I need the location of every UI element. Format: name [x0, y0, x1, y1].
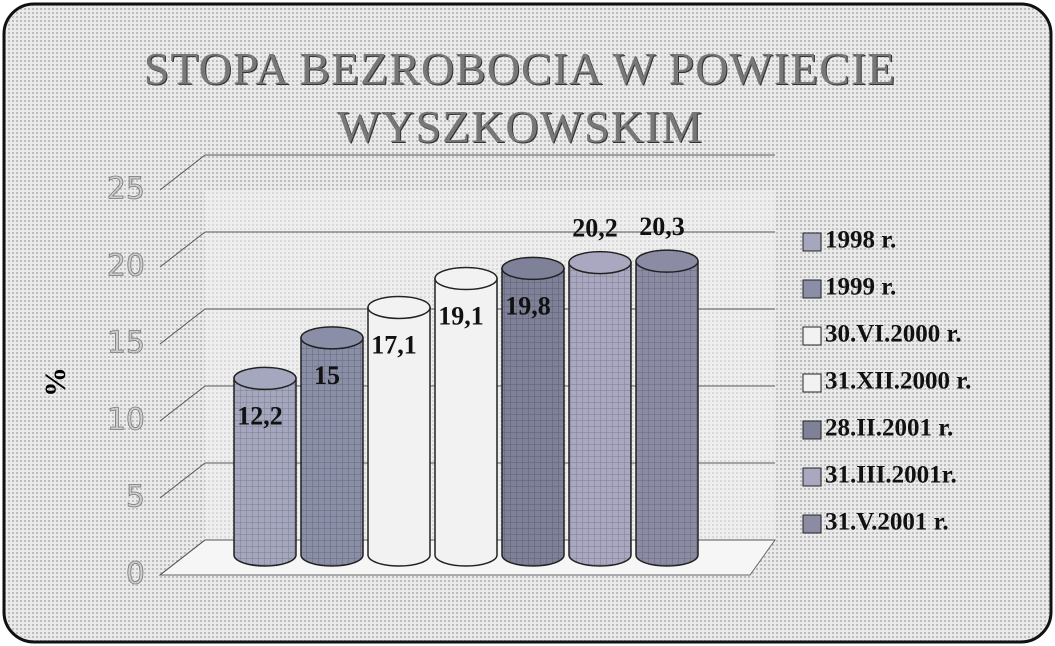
y-tick-label: 25	[107, 172, 145, 207]
grid-line	[159, 308, 206, 345]
legend-swatch	[802, 420, 822, 440]
cylinder-top	[434, 266, 498, 291]
y-tick-label: 10	[107, 403, 145, 438]
value-label: 20,2	[572, 214, 618, 243]
cylinder	[434, 277, 498, 567]
grid-line	[159, 231, 206, 268]
cylinder-texture	[502, 268, 564, 566]
legend-swatch	[802, 326, 822, 346]
value-label: 17,1	[371, 330, 417, 359]
value-label: 19,1	[438, 301, 484, 330]
value-label: 19,8	[505, 291, 551, 320]
chart-title: STOPA BEZROBOCIA W POWIECIE WYSZKOWSKIM	[143, 43, 897, 152]
cylinder-top	[501, 256, 565, 281]
cylinder-top	[568, 250, 632, 275]
value-label: 15	[314, 361, 340, 390]
legend-label: 31.XII.2000 r.	[825, 368, 971, 395]
cylinder-top	[635, 249, 699, 273]
legend-swatch	[802, 279, 822, 299]
legend-swatch	[802, 232, 822, 252]
value-label: 12,2	[237, 401, 283, 430]
legend-label: 1999 r.	[825, 274, 896, 301]
legend-label: 1998 r.	[825, 227, 896, 254]
legend-swatch	[802, 467, 822, 487]
cylinder-texture	[301, 337, 363, 566]
cylinder-texture	[234, 378, 296, 566]
y-tick-label: 5	[126, 480, 145, 515]
y-axis-label: %	[39, 367, 72, 397]
cylinder-top	[233, 366, 297, 391]
cylinder-texture	[569, 262, 631, 566]
value-label: 20,3	[639, 212, 685, 241]
y-tick-label: 20	[107, 249, 145, 284]
y-tick-label: 0	[126, 557, 145, 592]
cylinder	[367, 306, 431, 567]
y-tick-label: 15	[107, 326, 145, 361]
legend-label: 28.II.2001 r.	[825, 415, 953, 442]
grid-line	[159, 385, 206, 422]
grid-line	[159, 539, 206, 576]
cylinder-texture	[636, 261, 698, 566]
legend-label: 31.III.2001r.	[825, 462, 957, 489]
grid-line	[159, 154, 206, 191]
legend-label: 31.V.2001 r.	[825, 509, 949, 536]
cylinder-top	[367, 295, 431, 320]
legend-label: 30.VI.2000 r.	[825, 321, 962, 348]
grid-line	[159, 462, 206, 499]
cylinder-top	[300, 326, 364, 350]
legend-swatch	[802, 373, 822, 393]
legend-swatch	[802, 514, 822, 534]
